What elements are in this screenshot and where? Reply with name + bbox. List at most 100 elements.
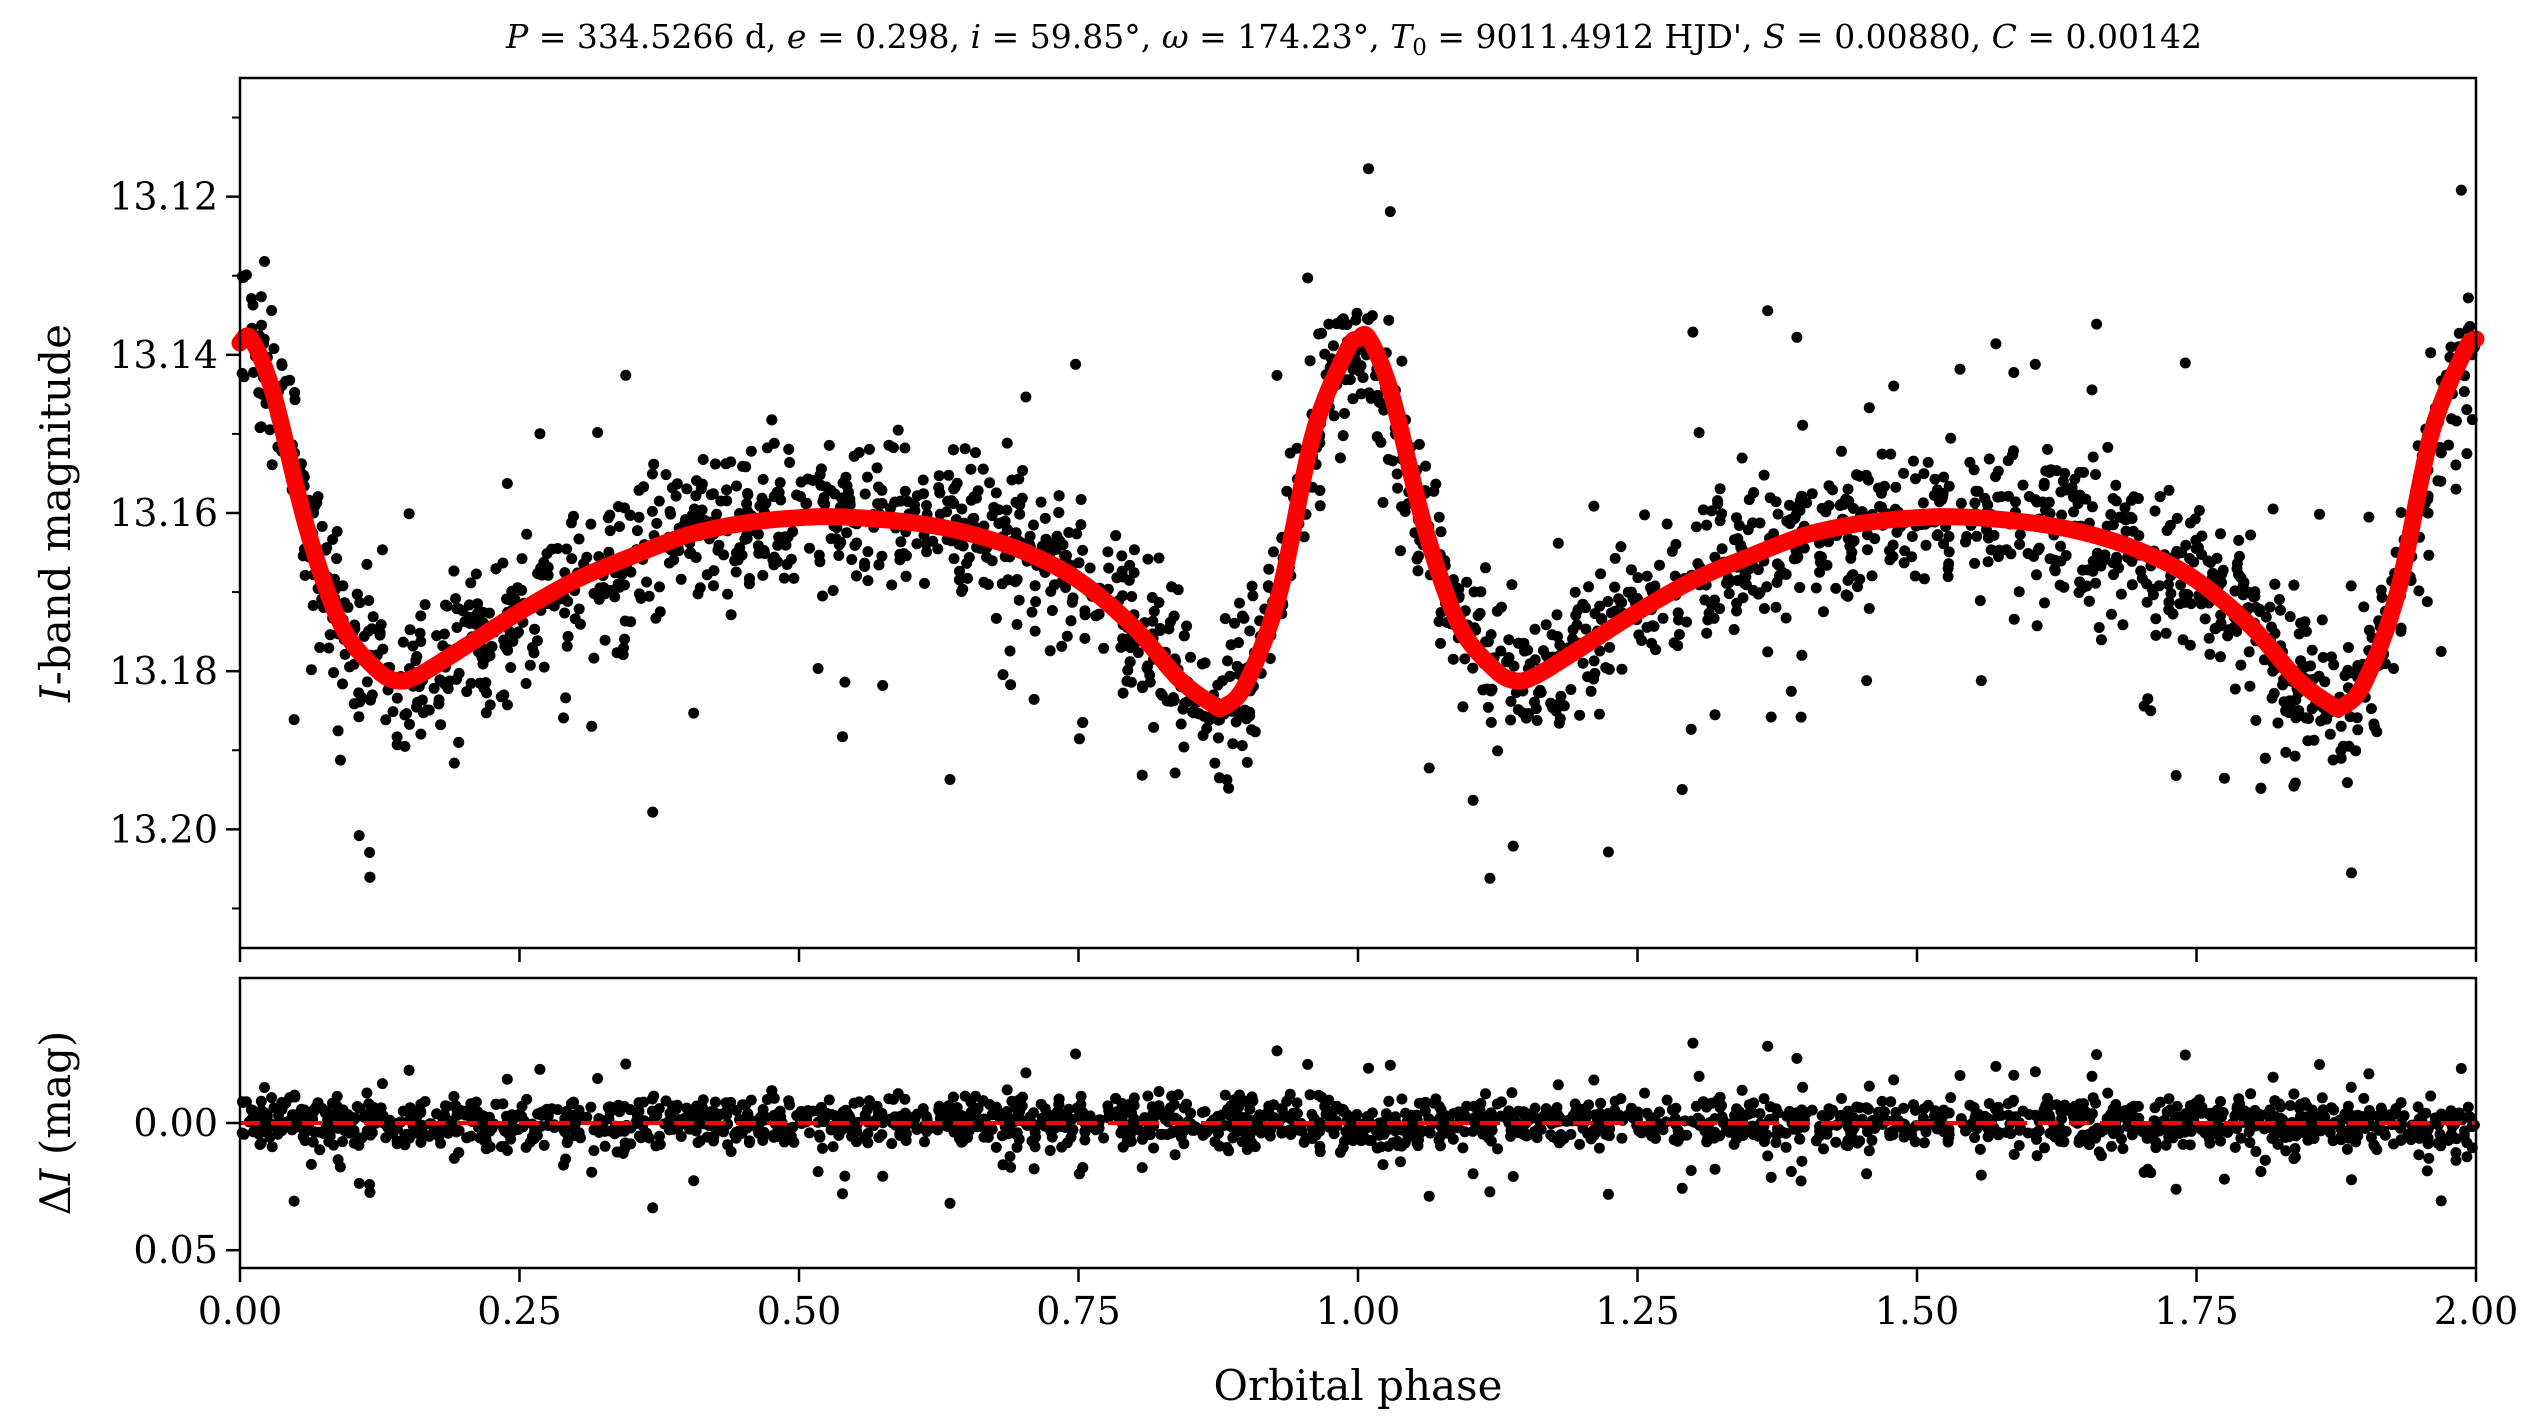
observed-point — [2068, 506, 2080, 518]
observed-point — [1435, 526, 1447, 538]
observed-point — [684, 548, 695, 559]
observed-point — [1964, 456, 1976, 468]
observed-point — [266, 459, 278, 471]
observed-point — [513, 626, 524, 638]
observed-point — [889, 496, 901, 508]
observed-point — [2358, 601, 2370, 613]
residual-point — [1224, 1109, 1236, 1121]
residual-point — [1011, 1141, 1023, 1153]
observed-point — [305, 664, 317, 676]
observed-point — [2126, 579, 2138, 591]
observed-point — [1185, 651, 1196, 663]
residual-point — [477, 1133, 489, 1145]
residual-point — [833, 1129, 845, 1141]
residual-point — [453, 1147, 465, 1159]
observed-point — [1508, 660, 1520, 672]
observed-point — [712, 544, 724, 556]
observed-point — [2284, 611, 2296, 623]
observed-point — [1227, 738, 1239, 750]
residual-point — [2218, 1173, 2230, 1185]
observed-point — [1876, 501, 1888, 513]
observed-point — [331, 526, 343, 537]
observed-point — [2102, 441, 2114, 453]
residual-point — [2057, 1102, 2069, 1114]
observed-point — [435, 719, 447, 731]
residual-point — [1965, 1120, 1977, 1131]
observed-point — [353, 711, 365, 723]
top-y-tick-label: 13.12 — [109, 175, 218, 219]
observed-point — [953, 538, 965, 550]
observed-point — [1955, 497, 1967, 509]
residual-point — [484, 1125, 496, 1137]
observed-point — [2095, 560, 2107, 572]
observed-point — [1589, 667, 1601, 679]
observed-point — [1530, 703, 1542, 715]
observed-point — [1319, 348, 1331, 360]
observed-point — [646, 505, 658, 517]
observed-point — [1142, 553, 1154, 565]
observed-point — [2106, 608, 2117, 620]
residual-point — [646, 1105, 658, 1117]
observed-point — [465, 577, 477, 589]
observed-point — [1392, 482, 1404, 494]
x-tick-label: 0.25 — [477, 1289, 562, 1333]
observed-point — [1863, 402, 1875, 414]
observed-point — [2337, 740, 2349, 752]
observed-point — [2029, 358, 2041, 370]
observed-point — [461, 686, 473, 698]
x-tick-label: 0.00 — [198, 1289, 283, 1333]
observed-point — [588, 652, 600, 664]
residual-point — [814, 1131, 826, 1143]
residual-point — [1964, 1099, 1976, 1111]
observed-point — [1602, 596, 1614, 607]
observed-point — [2178, 589, 2190, 600]
observed-point — [490, 563, 502, 575]
observed-point — [788, 572, 800, 584]
observed-point — [1482, 701, 1494, 713]
residual-point — [1990, 1060, 2002, 1072]
observed-point — [993, 518, 1005, 529]
observed-point — [1942, 571, 1954, 583]
observed-point — [2101, 520, 2113, 532]
observed-point — [1413, 438, 1425, 450]
residual-point — [1789, 1110, 1801, 1122]
residual-point — [1161, 1129, 1173, 1140]
observed-point — [2352, 660, 2364, 672]
observed-point — [1862, 474, 1874, 486]
residual-point — [617, 1147, 629, 1159]
observed-point — [527, 642, 538, 653]
residual-point — [2184, 1100, 2196, 1112]
residual-point — [568, 1096, 579, 1108]
observed-point — [1762, 305, 1774, 317]
residual-point — [2039, 1142, 2050, 1154]
observed-point — [846, 554, 858, 565]
observed-point — [2365, 703, 2377, 715]
observed-point — [635, 592, 647, 604]
observed-point — [1093, 608, 1105, 620]
residual-point — [1562, 1115, 1574, 1126]
observed-point — [825, 533, 837, 545]
observed-point — [1314, 500, 1326, 512]
observed-point — [1001, 437, 1013, 449]
observed-point — [1304, 355, 1316, 367]
observed-point — [752, 528, 764, 540]
observed-point — [1890, 481, 1902, 493]
observed-point — [814, 556, 826, 568]
residual-point — [692, 1137, 704, 1149]
bottom-x-ticks: 0.00 0.25 0.50 0.75 1.00 1.25 1.50 1.75 2.00 — [198, 1268, 2518, 1333]
residual-point — [2115, 1133, 2127, 1145]
observed-point — [1117, 590, 1129, 602]
residual-point — [2421, 1165, 2433, 1177]
observed-point — [1035, 496, 1047, 508]
observed-point — [1337, 430, 1349, 442]
residual-point — [501, 1073, 513, 1085]
observed-point — [1595, 568, 1607, 580]
observed-point — [2462, 292, 2474, 304]
observed-point — [1271, 369, 1283, 381]
residual-point — [2040, 1112, 2051, 1124]
observed-point — [934, 487, 946, 499]
residual-point — [1770, 1103, 1782, 1115]
observed-point — [933, 470, 945, 482]
observed-point — [1690, 521, 1702, 533]
observed-point — [1387, 455, 1399, 467]
